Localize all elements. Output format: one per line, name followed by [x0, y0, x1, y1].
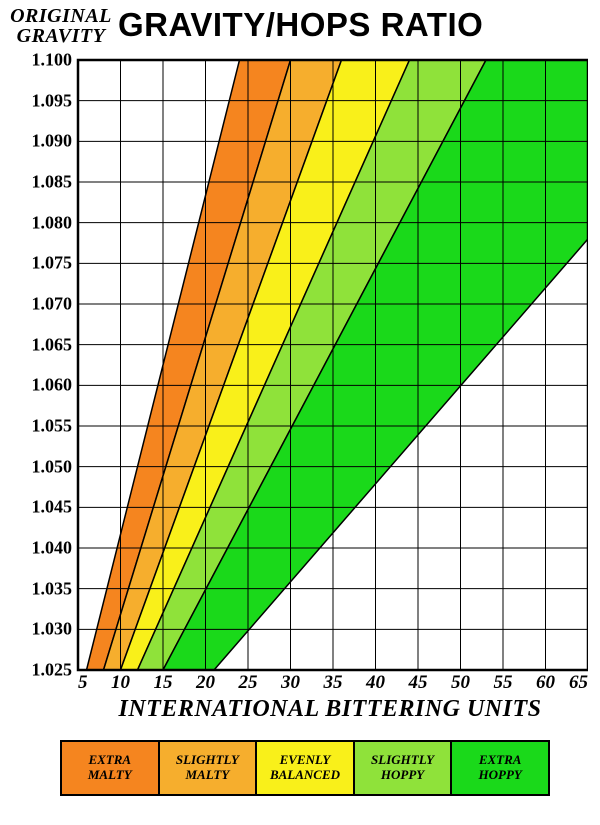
legend: EXTRAMALTY SLIGHTLYMALTY EVENLYBALANCED SLI… — [60, 740, 550, 796]
legend-label: EVENLYBALANCED — [270, 753, 340, 783]
y-tick: 1.090 — [16, 131, 72, 152]
x-tick: 15 — [154, 672, 173, 694]
x-tick: 45 — [409, 672, 428, 694]
y-tick: 1.035 — [16, 578, 72, 599]
x-tick: 60 — [536, 672, 555, 694]
x-tick: 20 — [196, 672, 215, 694]
x-tick: 5 — [78, 672, 88, 694]
y-tick: 1.050 — [16, 456, 72, 477]
legend-slightly-malty: SLIGHTLYMALTY — [158, 740, 256, 796]
x-tick: 30 — [281, 672, 300, 694]
x-tick: 25 — [239, 672, 258, 694]
y-tick: 1.075 — [16, 253, 72, 274]
legend-label: SLIGHTLYHOPPY — [371, 753, 434, 783]
y-tick: 1.080 — [16, 212, 72, 233]
legend-label: EXTRAMALTY — [88, 753, 132, 783]
x-tick: 50 — [451, 672, 470, 694]
x-tick: 40 — [366, 672, 385, 694]
y-tick: 1.030 — [16, 619, 72, 640]
plot-area: INTERNATIONAL BITTERING UNITS 1.0251.030… — [12, 56, 588, 696]
legend-label: EXTRAHOPPY — [479, 753, 522, 783]
y-tick: 1.085 — [16, 172, 72, 193]
x-tick: 55 — [494, 672, 513, 694]
y-tick: 1.040 — [16, 538, 72, 559]
y-axis-label-line1: ORIGINAL — [10, 5, 112, 27]
legend-evenly-balanced: EVENLYBALANCED — [255, 740, 353, 796]
legend-slightly-hoppy: SLIGHTLYHOPPY — [353, 740, 451, 796]
bands-group — [87, 60, 589, 670]
x-axis-label: INTERNATIONAL BITTERING UNITS — [72, 696, 588, 723]
y-tick: 1.060 — [16, 375, 72, 396]
y-tick: 1.070 — [16, 294, 72, 315]
x-tick: 65 — [569, 672, 588, 694]
chart-title: GRAVITY/HOPS RATIO — [118, 6, 592, 44]
chart-svg — [12, 56, 588, 696]
legend-label: SLIGHTLYMALTY — [176, 753, 239, 783]
x-tick: 35 — [324, 672, 343, 694]
y-tick: 1.025 — [16, 660, 72, 681]
legend-extra-malty: EXTRAMALTY — [60, 740, 158, 796]
page: ORIGINAL GRAVITY GRAVITY/HOPS RATIO INTE… — [0, 0, 600, 825]
y-tick: 1.095 — [16, 90, 72, 111]
y-tick: 1.065 — [16, 334, 72, 355]
y-axis-label-line2: GRAVITY — [17, 25, 106, 47]
y-tick: 1.055 — [16, 416, 72, 437]
y-tick: 1.045 — [16, 497, 72, 518]
y-tick: 1.100 — [16, 50, 72, 71]
x-tick: 10 — [111, 672, 130, 694]
y-axis-label: ORIGINAL GRAVITY — [6, 6, 116, 46]
legend-extra-hoppy: EXTRAHOPPY — [450, 740, 550, 796]
